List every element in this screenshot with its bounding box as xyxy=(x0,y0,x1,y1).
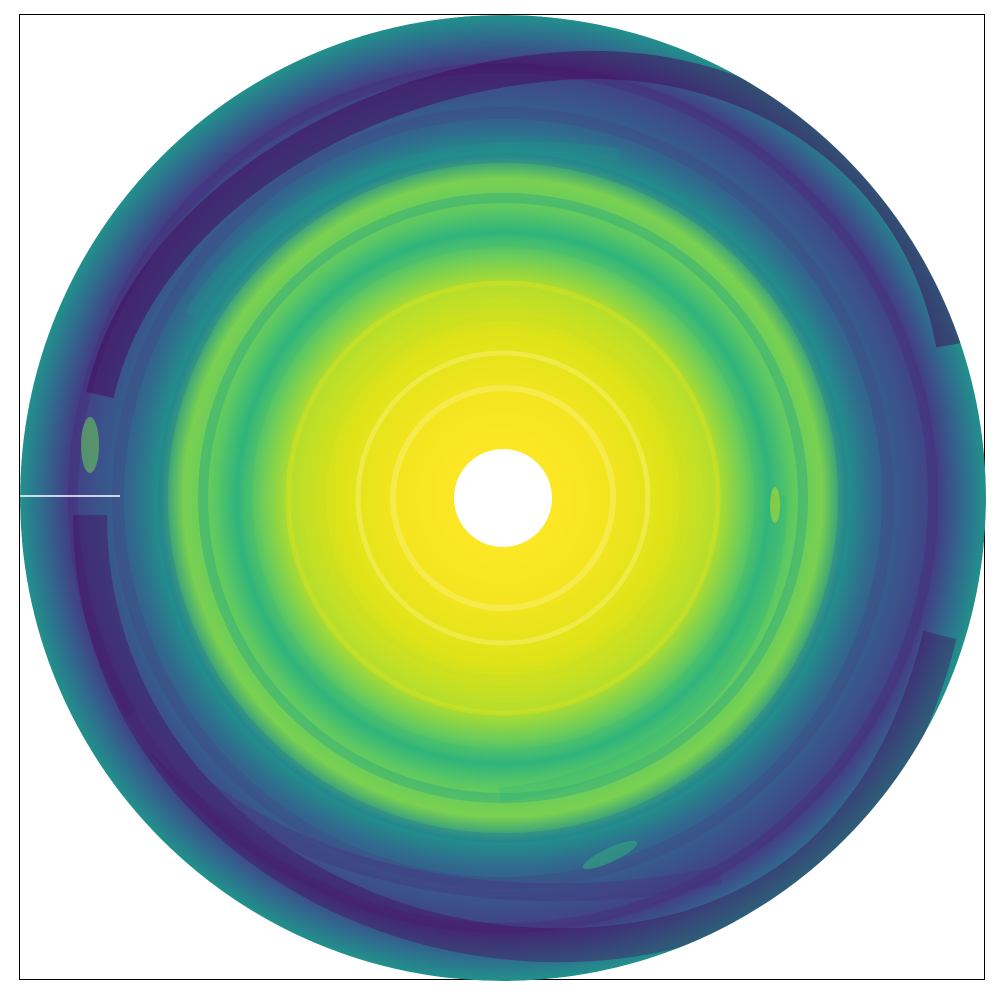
plot-frame xyxy=(19,14,986,981)
wake-feature xyxy=(770,487,780,523)
wake-feature xyxy=(582,840,638,870)
inner-hole xyxy=(454,449,552,547)
disk-image xyxy=(20,15,986,981)
ring-structure xyxy=(68,63,938,933)
wake-feature xyxy=(81,417,99,473)
